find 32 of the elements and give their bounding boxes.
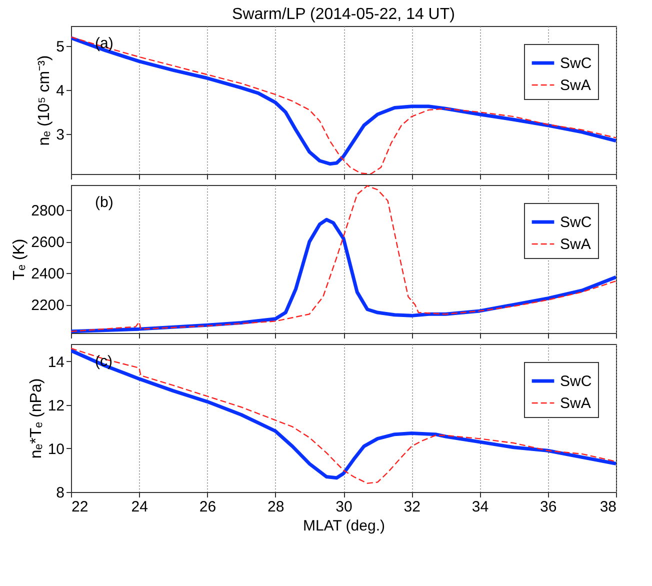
annotation: (b) — [95, 194, 114, 211]
y-tick-label: 14 — [48, 354, 64, 371]
chart-title: Swarm/LP (2014-05-22, 14 UT) — [232, 6, 455, 23]
y-axis-title: nₑ (10⁵ cm⁻³) — [36, 55, 54, 146]
y-tick-label: 2400 — [31, 266, 64, 283]
legend-label: SwC — [560, 214, 592, 231]
y-tick-label: 10 — [48, 440, 64, 458]
y-tick-label: 2600 — [31, 234, 64, 252]
x-axis-title: MLAT (deg.) — [303, 518, 385, 534]
legend-label: SwC — [560, 373, 592, 390]
x-tick-label: 24 — [131, 498, 148, 516]
legend-label: SwA — [560, 395, 591, 412]
legend-label: SwA — [560, 77, 591, 94]
x-tick-label: 28 — [268, 498, 284, 516]
x-tick-label: 30 — [336, 498, 352, 516]
x-tick-label: 26 — [199, 498, 216, 516]
y-tick-label: 12 — [48, 397, 64, 414]
y-axis-title: nₑ*Tₑ (nPa) — [28, 378, 45, 459]
x-tick-label: 38 — [600, 498, 616, 516]
x-tick-label: 36 — [540, 498, 557, 516]
x-tick-label: 34 — [472, 498, 489, 516]
x-tick-label: 22 — [72, 498, 88, 516]
y-tick-label: 8 — [56, 484, 64, 502]
legend-label: SwC — [560, 55, 592, 72]
y-axis-title: Tₑ (K) — [11, 238, 28, 280]
y-tick-label: 3 — [56, 126, 64, 144]
y-tick-label: 2800 — [31, 202, 64, 220]
y-tick-label: 5 — [56, 38, 64, 56]
legend-label: SwA — [560, 236, 591, 253]
y-tick-label: 2200 — [31, 297, 64, 314]
y-tick-label: 4 — [56, 82, 64, 100]
x-tick-label: 32 — [404, 498, 420, 516]
